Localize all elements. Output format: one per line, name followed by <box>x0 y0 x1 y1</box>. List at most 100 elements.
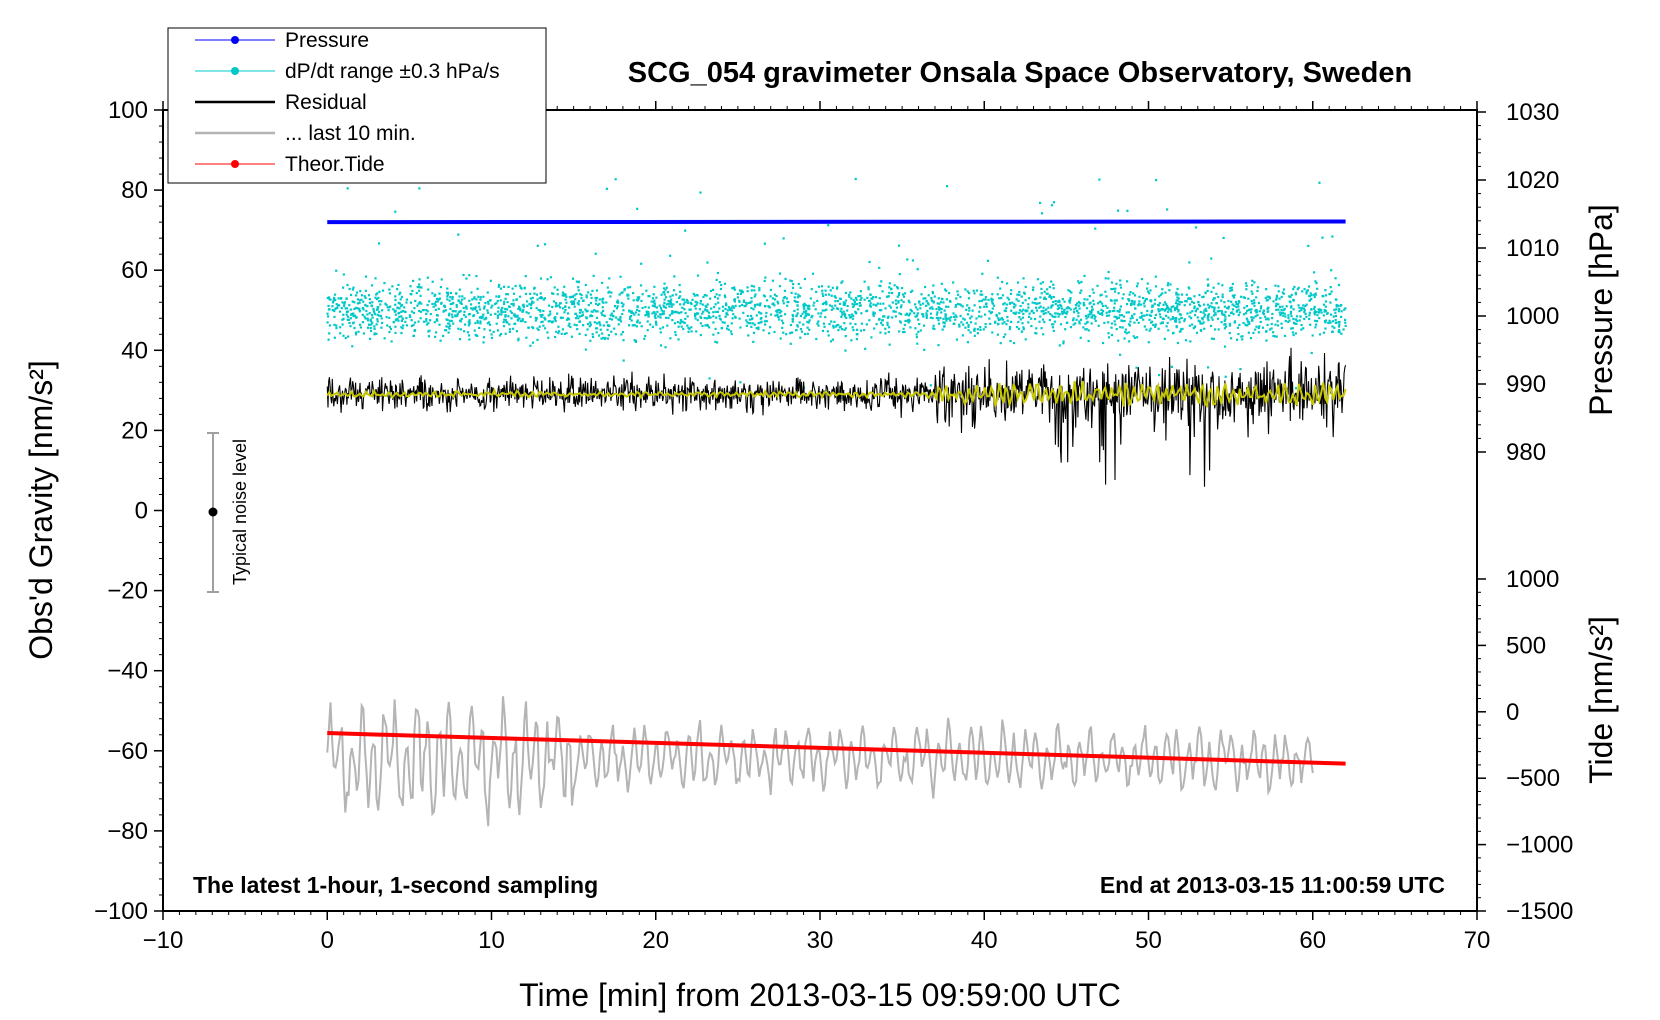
dpdt-point <box>802 310 806 313</box>
dpdt-point <box>1292 333 1295 337</box>
dpdt-point <box>378 300 381 303</box>
dpdt-point <box>1187 297 1190 300</box>
dpdt-point <box>670 305 673 308</box>
dpdt-point <box>506 293 509 296</box>
dpdt-point <box>1196 308 1199 311</box>
dpdt-point <box>1268 295 1271 298</box>
dpdt-point <box>1035 302 1038 305</box>
dpdt-point <box>483 307 486 310</box>
dpdt-point <box>559 316 563 319</box>
dpdt-point <box>1050 280 1053 283</box>
dpdt-point <box>536 338 539 341</box>
dpdt-point <box>1069 299 1072 302</box>
dpdt-point <box>803 307 806 310</box>
dpdt-point <box>452 309 456 313</box>
dpdt-point <box>1042 333 1045 336</box>
dpdt-point <box>589 315 592 318</box>
dpdt-point <box>1281 305 1284 308</box>
tide-tick-label: −1000 <box>1506 832 1573 859</box>
dpdt-point <box>1245 317 1248 320</box>
dpdt-point <box>699 333 702 337</box>
dpdt-point <box>806 320 809 324</box>
dpdt-point <box>1060 310 1064 313</box>
dpdt-point <box>1110 287 1113 291</box>
dpdt-point <box>490 336 494 340</box>
dpdt-point <box>360 298 363 301</box>
pressure-tick-label: 980 <box>1506 439 1546 466</box>
dpdt-point <box>354 306 358 310</box>
dpdt-point <box>1318 308 1321 311</box>
dpdt-point <box>497 285 500 288</box>
dpdt-point <box>574 317 578 320</box>
dpdt-point <box>363 295 366 298</box>
dpdt-point <box>568 306 571 309</box>
dpdt-point <box>1262 310 1265 313</box>
dpdt-point <box>1334 277 1337 280</box>
dpdt-point <box>1220 321 1223 324</box>
dpdt-point <box>1154 285 1158 288</box>
dpdt-point <box>1117 292 1120 295</box>
dpdt-point <box>758 286 761 290</box>
dpdt-point <box>1255 296 1258 299</box>
dpdt-point <box>369 326 372 330</box>
dpdt-point <box>353 307 356 311</box>
dpdt-point <box>1031 301 1034 304</box>
dpdt-point <box>1168 308 1171 311</box>
dpdt-point <box>1140 277 1144 281</box>
dpdt-point <box>387 306 391 309</box>
dpdt-point <box>460 302 463 306</box>
dpdt-point <box>619 275 622 278</box>
dpdt-point <box>1221 293 1224 296</box>
dpdt-point <box>601 298 604 301</box>
dpdt-point <box>983 305 986 308</box>
dpdt-point <box>898 292 901 295</box>
dpdt-point <box>1079 302 1082 305</box>
dpdt-point <box>1069 325 1073 329</box>
dpdt-point <box>435 318 439 321</box>
dpdt-point <box>605 321 608 324</box>
dpdt-point <box>663 301 666 305</box>
dpdt-point <box>810 316 813 319</box>
dpdt-point <box>1154 313 1157 317</box>
dpdt-point <box>1236 309 1239 312</box>
dpdt-point <box>1258 325 1261 328</box>
dpdt-point <box>468 299 471 302</box>
dpdt-point <box>1135 285 1139 288</box>
dpdt-point <box>723 294 726 297</box>
dpdt-point <box>1227 305 1230 308</box>
dpdt-point <box>483 318 486 321</box>
dpdt-point <box>790 280 793 283</box>
dpdt-point <box>719 287 723 291</box>
dpdt-point <box>647 312 650 315</box>
dpdt-point <box>694 300 697 303</box>
dpdt-point <box>1209 324 1213 328</box>
dpdt-point <box>1176 305 1179 308</box>
dpdt-point <box>605 187 609 190</box>
dpdt-point <box>615 301 619 304</box>
dpdt-point <box>376 313 379 316</box>
dpdt-point <box>1146 282 1149 285</box>
dpdt-point <box>686 315 689 318</box>
dpdt-point <box>1287 320 1290 324</box>
dpdt-point <box>842 301 845 304</box>
dpdt-point <box>465 277 468 280</box>
dpdt-point <box>1000 316 1003 320</box>
dpdt-point <box>343 304 346 307</box>
dpdt-point <box>554 318 557 321</box>
dpdt-point <box>1189 340 1192 343</box>
dpdt-point <box>1098 312 1102 315</box>
dpdt-point <box>1331 330 1334 334</box>
dpdt-point <box>603 337 606 341</box>
dpdt-point <box>1158 301 1161 305</box>
dpdt-point <box>645 310 648 313</box>
dpdt-point <box>1092 299 1095 302</box>
dpdt-point <box>821 329 825 333</box>
dpdt-point <box>1050 304 1053 307</box>
dpdt-point <box>750 300 753 303</box>
dpdt-point <box>659 331 662 334</box>
dpdt-point <box>1296 319 1299 323</box>
dpdt-point <box>416 285 419 289</box>
dpdt-point <box>351 300 354 303</box>
dpdt-point <box>916 342 919 345</box>
dpdt-point <box>1340 332 1343 335</box>
